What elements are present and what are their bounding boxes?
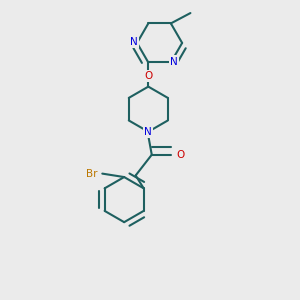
Text: O: O bbox=[176, 150, 184, 160]
Text: O: O bbox=[144, 71, 152, 81]
Text: N: N bbox=[144, 127, 152, 137]
Text: N: N bbox=[130, 37, 138, 47]
Text: Br: Br bbox=[86, 169, 98, 178]
Text: N: N bbox=[170, 56, 178, 67]
